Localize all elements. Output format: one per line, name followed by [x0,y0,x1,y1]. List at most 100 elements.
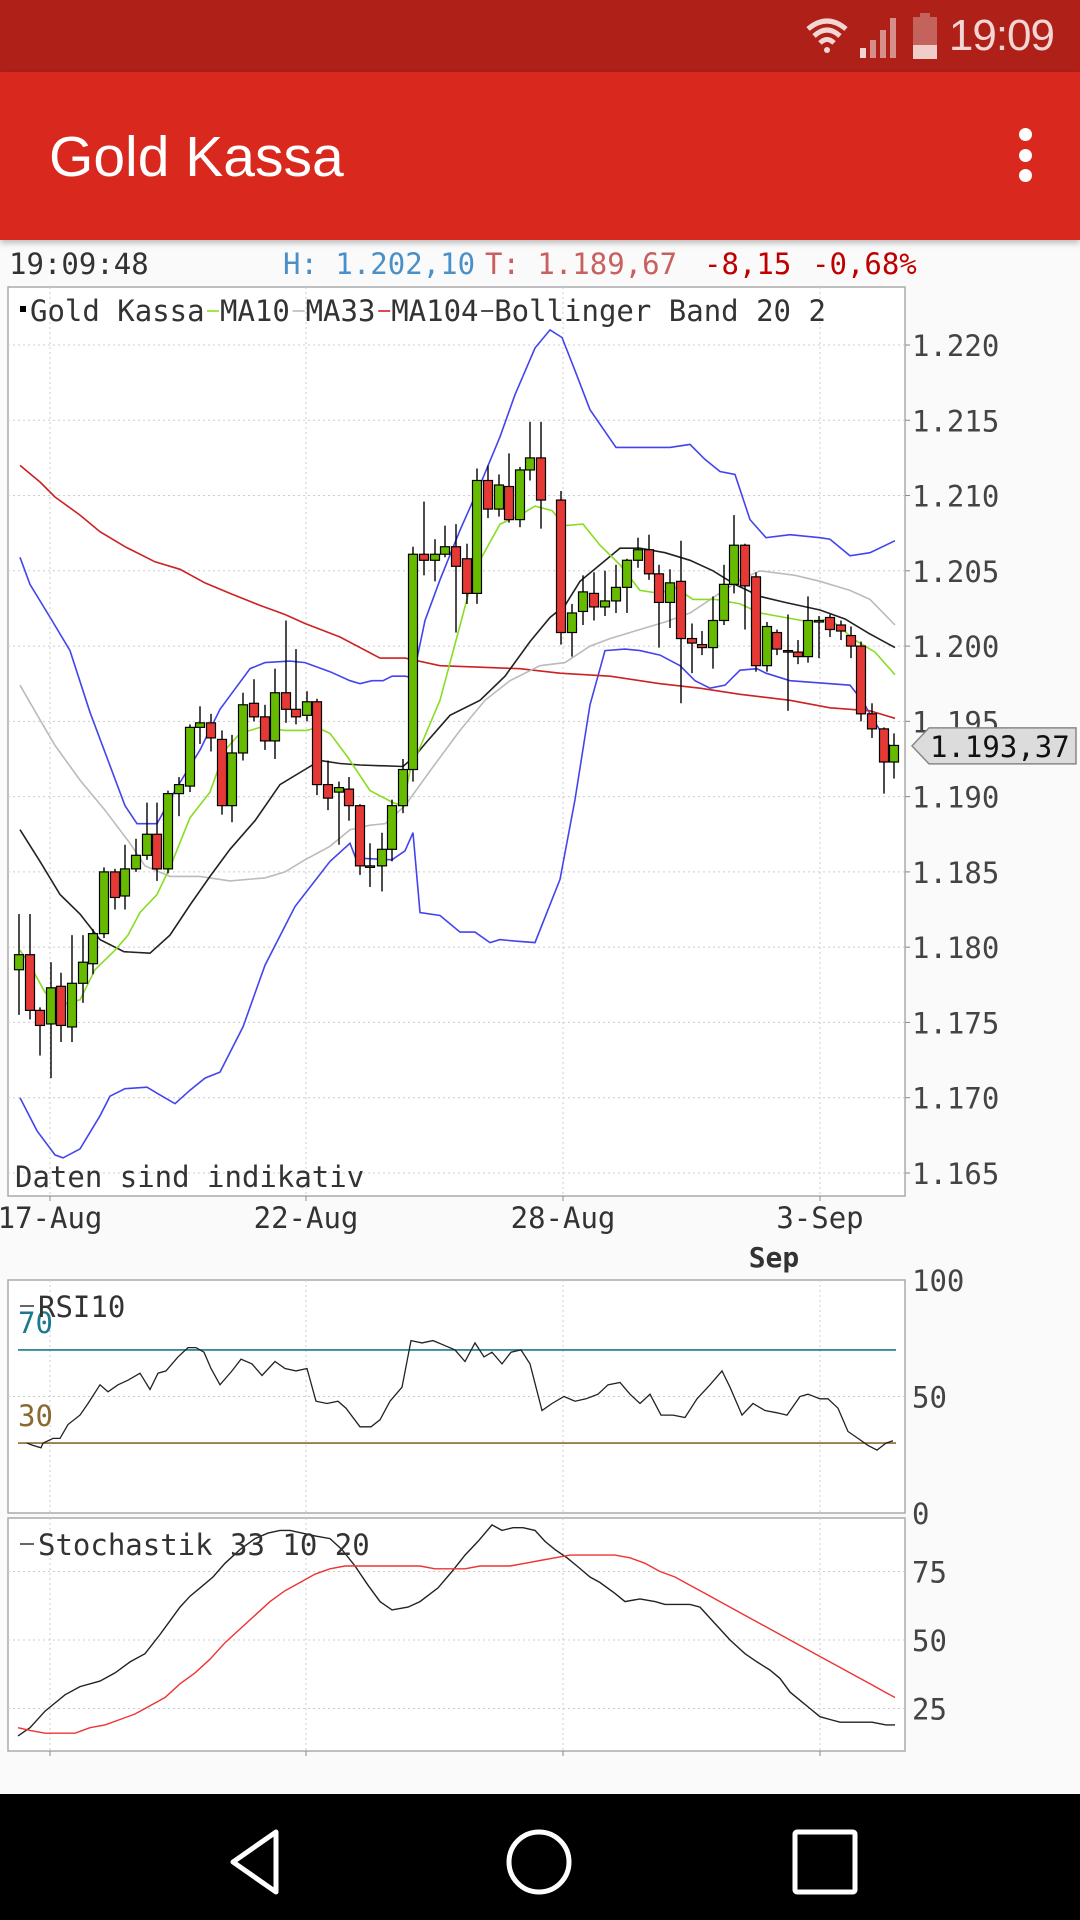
candle [824,616,836,631]
y-tick-label: 1.215 [912,404,999,438]
stoch-legend: Stochastik 33 10 20 [38,1528,370,1562]
candle [311,701,323,786]
quote-high: H: 1.202,10 [283,247,476,281]
candle [418,553,430,561]
y-tick-label: 1.165 [912,1157,999,1191]
candle [280,692,292,710]
candle [194,722,206,728]
candle [664,582,676,604]
candle [855,645,867,715]
series-bollinger-lower [19,648,896,1159]
candle [301,701,313,716]
candle [130,854,142,870]
app-bar: Gold Kassa [0,72,1080,240]
candle [216,738,228,807]
candle [577,591,589,613]
candle [675,580,687,640]
status-icons: 19:09 [805,10,1055,62]
home-button[interactable] [494,1822,584,1902]
candle [845,634,857,647]
y-tick-label: 0 [912,1497,929,1531]
candle [493,484,505,510]
candle [888,744,900,763]
back-icon [230,1829,279,1895]
price-chart[interactable]: 1.2201.2151.2101.2051.2001.1951.1901.185… [0,286,1077,1274]
candle [259,716,271,742]
candle [87,933,99,965]
candle [792,651,804,658]
rsi-chart[interactable]: 100 50 0 70 30 RSI10 [7,1264,964,1531]
candle [237,704,249,754]
candle [376,848,388,867]
x-tick-label: 3-Sep [776,1201,863,1235]
candle [269,692,281,742]
y-tick-label: 50 [912,1624,947,1658]
quote-change: -8,15 [704,247,792,281]
candle [750,576,762,667]
candle [322,783,334,799]
candle [535,457,547,501]
status-bar: 19:09 [0,0,1080,72]
candle [835,624,847,632]
stoch-line-pct-k [17,1524,895,1737]
candle [599,600,611,608]
y-tick-label: 75 [912,1556,947,1590]
candle [503,485,515,521]
candle [248,702,260,718]
legend-item: Bollinger Band 20 2 [494,294,826,328]
candle [632,549,644,561]
candle [333,786,345,793]
candle [109,871,121,899]
stochastic-chart[interactable]: 75 50 25 Stochastik 33 10 20 [7,1517,947,1756]
signal-icon [859,18,896,58]
candle [151,833,163,870]
legend-item: MA104 [391,294,478,328]
candle [397,768,409,807]
battery-icon [912,13,937,59]
more-vert-icon [1018,128,1032,141]
candle [653,573,665,604]
candle [782,649,794,653]
y-tick-label: 1.185 [912,856,999,890]
quote-change-percent: -0,68% [812,247,917,281]
candle [461,558,473,594]
candle [621,559,633,588]
candle [471,479,483,594]
overflow-menu-button[interactable] [998,122,1052,188]
candle [55,985,67,1027]
legend-item: MA10 [220,294,290,328]
candle [343,788,355,807]
candle [290,708,302,718]
y-tick-label: 1.200 [912,630,999,664]
candle [866,713,878,730]
candle [771,631,783,650]
candle [13,954,25,971]
series-ma104 [19,464,896,720]
candle [707,619,719,649]
wifi-icon [806,18,848,53]
chart-area[interactable]: 1.2201.2151.2101.2051.2001.1951.1901.185… [0,0,1080,1794]
candle [813,619,825,623]
candle [407,553,419,771]
back-button[interactable] [210,1822,300,1902]
candle [439,546,451,555]
y-tick-label: 1.190 [912,781,999,815]
recents-button[interactable] [780,1822,870,1902]
candle [173,783,185,795]
candle [354,805,366,867]
candle [24,954,36,1011]
candle [718,583,730,622]
plot-frame [7,286,906,1197]
candle [555,499,567,634]
level-label: 70 [18,1306,53,1340]
candle [588,592,600,608]
chart-legend: Gold Kassa MA10 MA33 MA104 Bollinger Band 20… [20,294,826,328]
candle [141,833,153,856]
quote-low: T: 1.189,67 [485,247,678,281]
candle [566,612,578,634]
candle [98,871,110,935]
candle [761,625,773,667]
page-title: Gold Kassa [49,125,344,189]
candle [514,469,526,521]
candle [696,643,708,649]
